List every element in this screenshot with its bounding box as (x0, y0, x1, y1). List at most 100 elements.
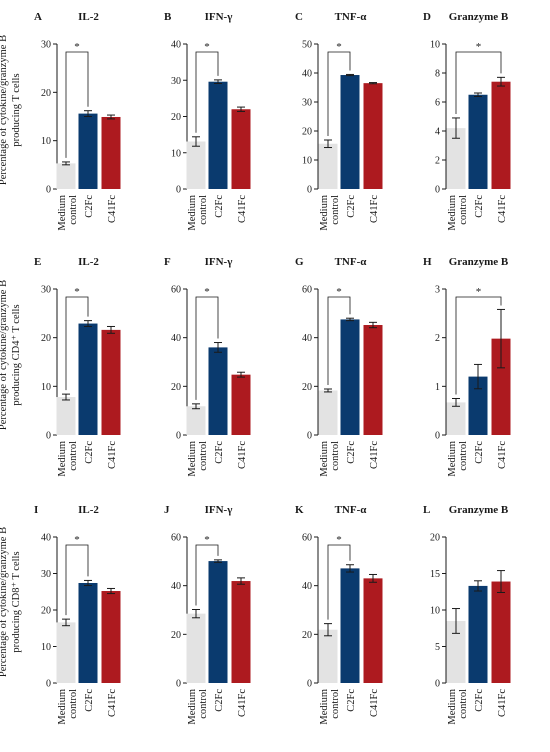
panel-b-title: IFN-γ (205, 11, 233, 23)
panel-a-category-label: C41Fc (107, 195, 118, 223)
panel-c-significance-bracket (327, 51, 351, 136)
panel-d: D Granzyme B 0 2 4 6 8 10 Mediumcontrol C2Fc C41Fc… (423, 11, 511, 231)
panel-d-bar (468, 94, 488, 189)
row-3-ylabel: Percentage of cytokine/granzyme B produc… (0, 502, 22, 702)
panel-i-category-label: Mediumcontrol (57, 689, 79, 725)
panel-e-significance-star: * (74, 286, 80, 298)
panel-l-category-label: Mediumcontrol (447, 689, 469, 725)
panel-f-ytick-label: 40 (171, 333, 181, 344)
panel-l-ytick-label: 15 (430, 569, 440, 580)
panel-e-ytick-label: 10 (41, 382, 51, 393)
panel-e-bar (101, 329, 121, 435)
panel-a-category-label: Mediumcontrol (57, 195, 79, 231)
panel-g-category-label: Mediumcontrol (319, 441, 341, 477)
panel-h-significance-star: * (476, 286, 482, 298)
panel-h-letter: H (423, 256, 432, 268)
panel-e-bar (78, 323, 98, 435)
panel-i-ytick-label: 20 (41, 606, 51, 617)
panel-j-category-label: C2Fc (214, 689, 225, 712)
panel-l-letter: L (423, 504, 430, 516)
panel-k-category-label: C2Fc (346, 689, 357, 712)
panel-c-bar (340, 75, 360, 189)
panel-j-significance-star: * (204, 534, 210, 546)
panel-a-bar (78, 113, 98, 189)
panel-d-significance-bracket (455, 51, 502, 114)
panel-g-ytick-label: 20 (302, 382, 312, 393)
panel-h-bar (491, 338, 511, 435)
panel-k-ytick-label: 20 (302, 630, 312, 641)
row-3-ylabel-line-2: producing CD8⁺ T cells (11, 551, 22, 653)
panel-j-bar (231, 581, 251, 683)
panel-d-ytick-label: 8 (435, 69, 440, 80)
panel-d-category-label: C41Fc (497, 195, 508, 223)
panel-a-title: IL-2 (78, 11, 99, 23)
panel-d-bar (446, 128, 466, 189)
panel-c-category-label: Mediumcontrol (319, 195, 341, 231)
panel-k-bar (363, 578, 383, 683)
panel-l-bar (491, 581, 511, 683)
panel-c-letter: C (295, 11, 303, 23)
panel-i-ytick-label: 10 (41, 642, 51, 653)
panel-d-category-label: Mediumcontrol (447, 195, 469, 231)
panel-d-category-label: C2Fc (474, 195, 485, 218)
panel-c-bar (363, 83, 383, 189)
panel-f-category-label: C41Fc (237, 441, 248, 469)
panel-g: G TNF-α 0 20 40 60 Mediumcontrol C2Fc C41Fc * (295, 256, 383, 477)
panel-k-ytick-label: 60 (302, 533, 312, 544)
panel-i-category-label: C2Fc (84, 689, 95, 712)
panel-a-bar (56, 163, 76, 189)
panel-j-category-label: Mediumcontrol (187, 689, 209, 725)
panel-i-bar (78, 582, 98, 683)
panel-c-title: TNF-α (335, 11, 368, 23)
panel-f-letter: F (164, 256, 171, 268)
panel-g-ytick-label: 60 (302, 285, 312, 296)
panel-b-ytick-label: 40 (171, 40, 181, 51)
panel-j-bar (186, 613, 206, 683)
panel-d-ytick-label: 4 (435, 127, 440, 138)
panel-d-ytick-label: 6 (435, 98, 440, 109)
panel-f-bar (208, 347, 228, 435)
panel-h-category-label: C41Fc (497, 441, 508, 469)
panel-d-ytick-label: 2 (435, 156, 440, 167)
panel-a-significance-star: * (74, 41, 80, 53)
panel-j-ytick-label: 0 (176, 679, 181, 690)
panel-i-bar (101, 591, 121, 683)
panel-i-ytick-label: 30 (41, 569, 51, 580)
panel-d-ytick-label: 10 (430, 40, 440, 51)
panel-g-category-label: C41Fc (369, 441, 380, 469)
panel-k-category-label: C41Fc (369, 689, 380, 717)
panel-f-bar (231, 374, 251, 435)
panel-k-ytick-label: 40 (302, 581, 312, 592)
panel-j: J IFN-γ 0 20 40 60 Mediumcontrol C2Fc C41Fc * (164, 504, 251, 725)
panel-d-letter: D (423, 11, 431, 23)
panel-h-category-label: Mediumcontrol (447, 441, 469, 477)
panel-b-ytick-label: 30 (171, 76, 181, 87)
panel-j-title: IFN-γ (205, 504, 233, 516)
panel-g-bar (363, 325, 383, 435)
row-2-ylabel: Percentage of cytokine/granzyme B produc… (0, 255, 22, 455)
panel-h-significance-bracket (455, 296, 502, 395)
panel-l-ytick-label: 10 (430, 606, 440, 617)
panel-c-category-label: C41Fc (369, 195, 380, 223)
panel-e-category-label: C2Fc (84, 441, 95, 464)
panel-f-significance-star: * (204, 286, 210, 298)
panel-a-category-label: C2Fc (84, 195, 95, 218)
panel-g-bar (318, 390, 338, 435)
panel-g-bar (340, 319, 360, 435)
panel-f-significance-bracket (195, 296, 219, 400)
panel-i-category-label: C41Fc (107, 689, 118, 717)
panel-c-ytick-label: 10 (302, 156, 312, 167)
panel-b-bar (231, 109, 251, 189)
panel-h-title: Granzyme B (449, 256, 509, 268)
panel-g-ytick-label: 0 (307, 431, 312, 442)
panel-b-ytick-label: 0 (176, 185, 181, 196)
panel-f-ytick-label: 20 (171, 382, 181, 393)
panel-a-significance-bracket (65, 51, 89, 158)
panel-h-ytick-label: 0 (435, 431, 440, 442)
panel-c-category-label: C2Fc (346, 195, 357, 218)
panel-e-category-label: C41Fc (107, 441, 118, 469)
panel-i-ytick-label: 0 (46, 679, 51, 690)
panel-a-ytick-label: 20 (41, 88, 51, 99)
